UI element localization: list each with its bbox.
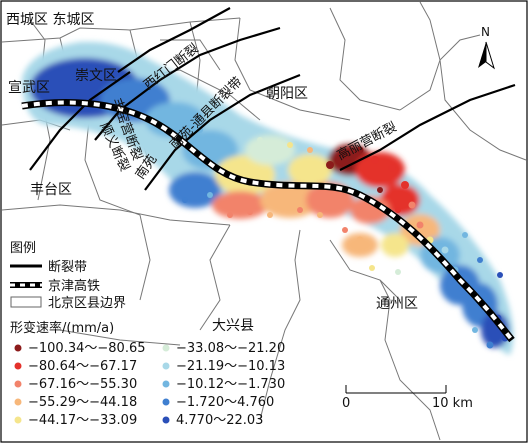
legend-class-label: 4.770～22.03	[176, 413, 263, 428]
legend-class-swatch	[162, 344, 170, 352]
scale-bar: 0 10 km	[342, 385, 473, 411]
legend-class-label: −21.19～−10.13	[176, 359, 285, 374]
legend-class-label: −100.34～−80.65	[28, 341, 146, 356]
label-chaoyang: 朝阳区	[266, 86, 308, 102]
legend: 图例 断裂带 京津高铁 北京区县边界 形变速率/(mm/a) −100.34～−…	[10, 241, 285, 428]
legend-class-swatch	[162, 416, 170, 424]
north-arrow: N	[478, 25, 495, 70]
legend-class-swatch	[14, 398, 22, 406]
district-labels: 西城区 东城区 宣武区 崇文区 朝阳区 丰台区 大兴县 通州区	[6, 12, 418, 334]
legend-railway-label: 京津高铁	[48, 278, 100, 294]
legend-class-label: −67.16～−55.30	[28, 377, 137, 392]
legend-title: 图例	[10, 241, 36, 256]
legend-class-swatch	[162, 362, 170, 370]
north-arrow-label: N	[481, 25, 490, 39]
north-arrow-right-icon	[485, 41, 495, 70]
legend-class-swatch	[14, 416, 22, 424]
legend-class-label: −10.12～−1.730	[176, 377, 285, 392]
label-fengtai: 丰台区	[30, 182, 72, 198]
legend-classes: −100.34～−80.65 −80.64～−67.17 −67.16～−55.30…	[14, 341, 285, 428]
legend-class-label: −1.720～4.760	[176, 395, 274, 410]
label-daxing: 大兴县	[212, 318, 254, 334]
legend-class-label: −44.17～−33.09	[28, 413, 137, 428]
north-arrow-left-icon	[478, 42, 486, 68]
legend-class-swatch	[162, 380, 170, 388]
legend-fault-label: 断裂带	[48, 260, 87, 275]
railway-line	[21, 99, 515, 343]
legend-rate-title: 形变速率/(mm/a)	[10, 320, 114, 336]
label-tongzhou: 通州区	[376, 296, 418, 312]
fault-lines	[29, 7, 516, 191]
legend-class-swatch	[162, 398, 170, 406]
scale-bar-start: 0	[342, 396, 350, 411]
legend-boundary-label: 北京区县边界	[48, 296, 126, 311]
legend-class-swatch	[14, 380, 22, 388]
legend-class-swatch	[14, 344, 22, 352]
legend-class-label: −33.08～−21.20	[176, 341, 285, 356]
legend-class-label: −80.64～−67.17	[28, 359, 137, 374]
legend-class-label: −55.29～−44.18	[28, 395, 137, 410]
label-xicheng-dongcheng: 西城区 东城区	[6, 12, 94, 28]
legend-boundary-symbol	[10, 296, 42, 308]
scale-bar-end: 10 km	[432, 396, 473, 411]
label-xuanwu: 宣武区	[8, 80, 50, 96]
legend-class-swatch	[14, 362, 22, 370]
label-chongwen: 崇文区	[75, 68, 117, 84]
